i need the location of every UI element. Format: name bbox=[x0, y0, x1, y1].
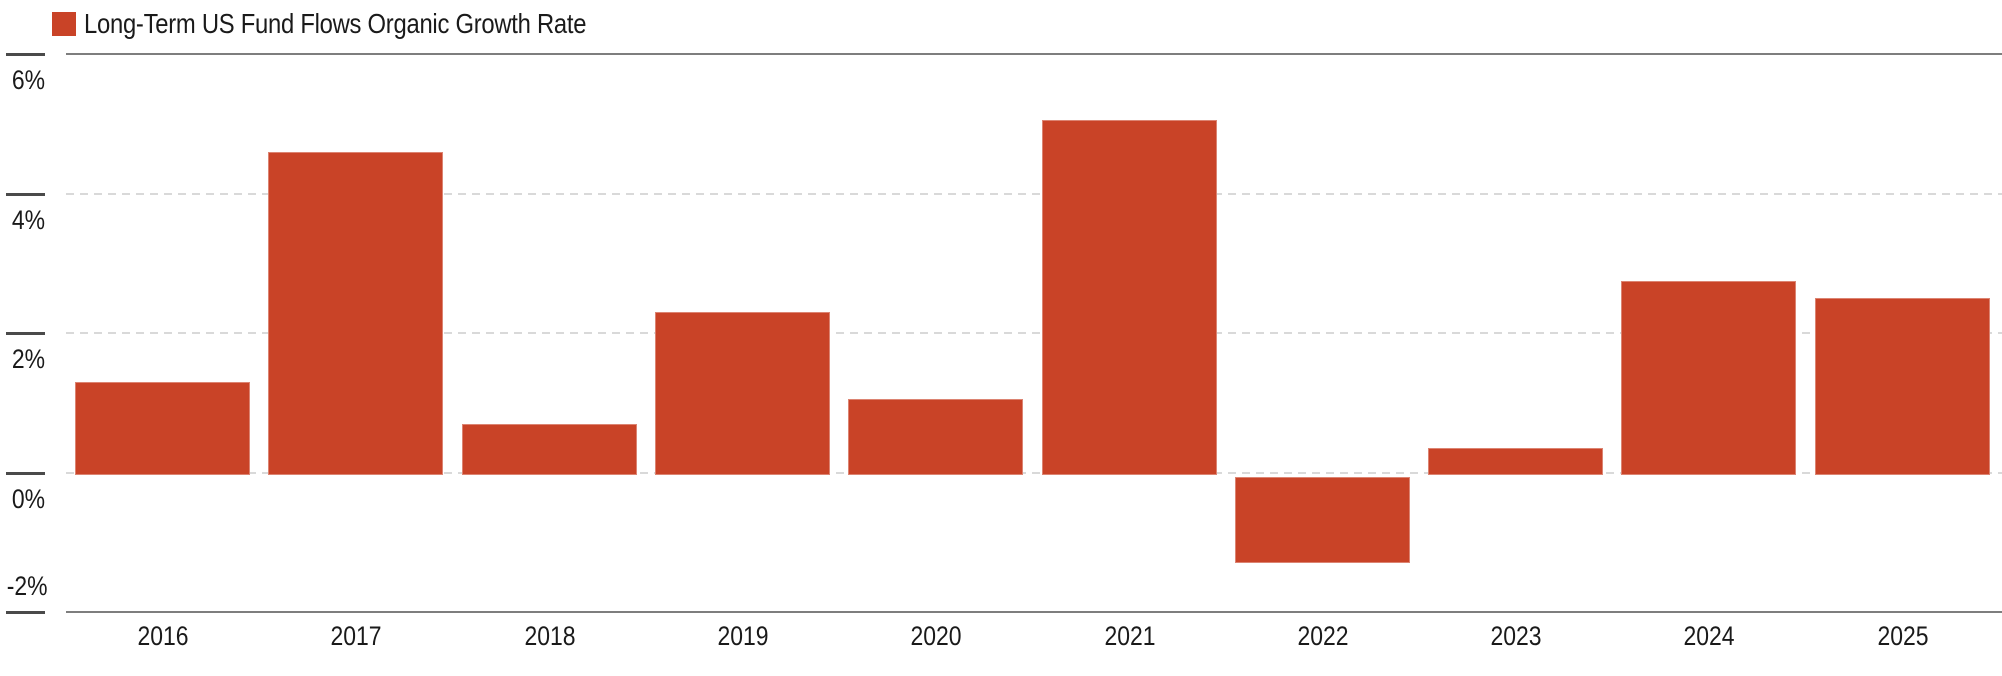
x-axis-label-2020: 2020 bbox=[910, 621, 962, 651]
y-axis-label-0pct: 0% bbox=[11, 484, 46, 514]
y-axis-label-4pct: 4% bbox=[11, 205, 46, 235]
x-axis-label-2019: 2019 bbox=[717, 621, 769, 651]
x-axis-label-2021: 2021 bbox=[1104, 621, 1156, 651]
gridline-0pct bbox=[66, 472, 2002, 474]
x-axis-label-2023: 2023 bbox=[1490, 621, 1542, 651]
bar-2022 bbox=[1235, 477, 1410, 563]
bar-2024 bbox=[1621, 281, 1796, 475]
bar-2025 bbox=[1815, 298, 1990, 475]
x-axis-label-2018: 2018 bbox=[524, 621, 576, 651]
legend-label: Long-Term US Fund Flows Organic Growth R… bbox=[84, 8, 587, 39]
y-tick-2pct bbox=[6, 332, 45, 335]
bar-2019 bbox=[655, 312, 830, 475]
x-axis-label-2016: 2016 bbox=[137, 621, 189, 651]
bar-2021 bbox=[1042, 120, 1217, 475]
axis-line-top bbox=[66, 53, 2002, 55]
bar-2023 bbox=[1428, 448, 1603, 475]
y-tick-0pct bbox=[6, 472, 45, 475]
x-axis-label-2017: 2017 bbox=[330, 621, 382, 651]
bar-2020 bbox=[848, 399, 1023, 475]
y-axis-label-2pct: 2% bbox=[11, 344, 46, 374]
x-axis-label-2022: 2022 bbox=[1297, 621, 1349, 651]
axis-line-bottom bbox=[66, 611, 2002, 613]
y-tick-neg2pct bbox=[6, 611, 45, 614]
legend-swatch-icon bbox=[52, 12, 76, 36]
gridline-4pct bbox=[66, 193, 2002, 195]
y-tick-6pct bbox=[6, 53, 45, 56]
bar-2016 bbox=[75, 382, 250, 475]
y-axis-label-6pct: 6% bbox=[11, 65, 46, 95]
bar-2018 bbox=[462, 424, 637, 475]
y-axis-label-neg2pct: -2% bbox=[6, 571, 48, 601]
y-tick-4pct bbox=[6, 193, 45, 196]
x-axis-label-2024: 2024 bbox=[1683, 621, 1735, 651]
x-axis-label-2025: 2025 bbox=[1877, 621, 1929, 651]
bar-2017 bbox=[268, 152, 443, 475]
gridline-2pct bbox=[66, 332, 2002, 334]
